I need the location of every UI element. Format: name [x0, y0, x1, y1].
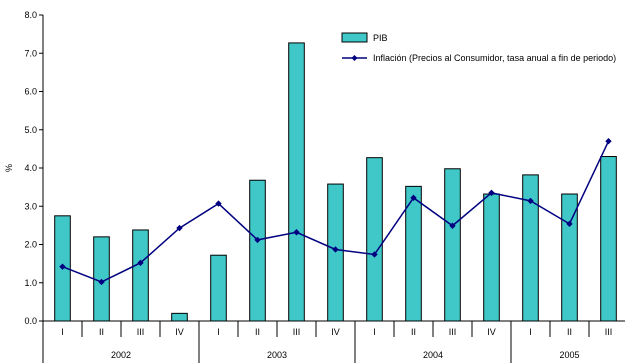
y-axis: 0.0 1.0 2.0 3.0 4.0 5.0 6.0 7.0 8.0 — [24, 10, 44, 326]
y-tick-label: 7.0 — [24, 48, 37, 58]
bar-pib — [600, 156, 617, 322]
y-tick-label: 2.0 — [24, 240, 37, 250]
y-axis-label: % — [4, 164, 14, 172]
inflation-point — [215, 200, 222, 207]
y-tick-label: 6.0 — [24, 87, 37, 97]
inflation-point — [59, 263, 66, 270]
quarter-label: I — [529, 327, 532, 337]
inflation-point — [254, 236, 261, 244]
bar-pib — [171, 312, 188, 322]
year-label: 2005 — [559, 350, 579, 360]
bar-pib — [249, 179, 266, 322]
legend-label-pib: PIB — [373, 33, 388, 43]
bar-pib — [132, 229, 149, 322]
quarter-label: I — [373, 327, 376, 337]
y-tick-label: 1.0 — [24, 278, 37, 288]
bar-pib — [288, 42, 305, 322]
year-label: 2004 — [423, 350, 443, 360]
inflation-point — [371, 251, 378, 258]
quarter-label: I — [217, 327, 220, 337]
bars — [54, 42, 617, 322]
legend-swatch-pib — [341, 32, 368, 43]
quarter-label: IV — [331, 327, 340, 337]
inflation-point — [410, 194, 417, 202]
inflation-point — [293, 229, 300, 236]
inflation-point — [332, 246, 339, 253]
bar-pib — [522, 174, 539, 322]
quarter-label: IV — [487, 327, 496, 337]
inflation-point — [98, 278, 105, 286]
inflation-line — [59, 138, 612, 286]
y-tick-label: 3.0 — [24, 201, 37, 211]
inflation-point — [527, 197, 534, 205]
inflation-point — [605, 138, 612, 145]
y-tick-label: 8.0 — [24, 10, 37, 20]
quarter-label: III — [293, 327, 301, 337]
year-label: 2003 — [267, 350, 287, 360]
bar-pib — [483, 193, 500, 322]
inflation-point — [449, 222, 456, 229]
inflation-point — [566, 220, 573, 228]
legend: PIB Inflación (Precios al Consumidor, ta… — [341, 32, 616, 63]
y-tick-label: 5.0 — [24, 125, 37, 135]
year-label: 2002 — [111, 350, 131, 360]
inflation-point — [488, 189, 495, 197]
inflation-point — [176, 224, 183, 232]
y-tick-label: 0.0 — [24, 316, 37, 326]
legend-label-inflacion: Inflación (Precios al Consumidor, tasa a… — [373, 53, 616, 63]
bar-pib — [210, 254, 227, 322]
quarter-label: III — [449, 327, 457, 337]
bar-pib — [366, 157, 383, 322]
quarter-label: II — [411, 327, 416, 337]
quarter-label: II — [567, 327, 572, 337]
quarter-label: IV — [175, 327, 184, 337]
quarter-label: III — [605, 327, 613, 337]
inflation-point — [137, 259, 144, 267]
quarter-label: III — [137, 327, 145, 337]
quarter-label: II — [99, 327, 104, 337]
quarter-label: I — [61, 327, 64, 337]
legend-marker-inflacion — [351, 55, 358, 61]
y-tick-label: 4.0 — [24, 163, 37, 173]
bar-pib — [444, 168, 461, 322]
quarter-label: II — [255, 327, 260, 337]
